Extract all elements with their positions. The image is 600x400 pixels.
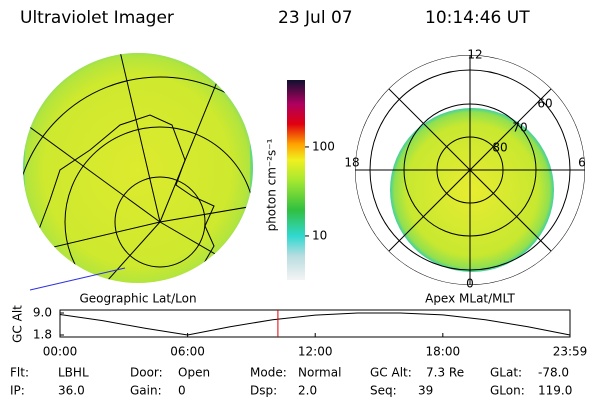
status-value: 36.0: [58, 384, 85, 398]
time: 10:14:46 UT: [425, 8, 530, 28]
status-label: Dsp:: [250, 384, 277, 398]
colorbar-tick-label: 100: [312, 139, 335, 153]
mag-label: Apex MLat/MLT: [425, 292, 515, 306]
mlt-label: 18: [344, 156, 359, 170]
status-value: 39: [418, 384, 433, 398]
mlt-label: 0: [466, 277, 474, 291]
colorbar-tick-label: 10: [312, 228, 327, 242]
geo-image: [23, 53, 253, 291]
status-value: Normal: [298, 366, 341, 380]
x-tick-label: 12:00: [298, 345, 333, 359]
lat-label: 60: [537, 97, 552, 111]
x-tick-label: 23:59: [553, 345, 588, 359]
x-tick-label: 00:00: [43, 345, 78, 359]
status-label: Door:: [130, 366, 163, 380]
lat-label: 80: [492, 141, 507, 155]
x-tick-label: 06:00: [170, 345, 205, 359]
status-value: LBHL: [58, 366, 89, 380]
title: Ultraviolet Imager: [20, 8, 174, 28]
y-axis-label: GC Alt: [11, 305, 25, 343]
x-tick-label: 18:00: [426, 345, 461, 359]
y-tick-label: 9.0: [33, 306, 52, 320]
status-value: 0: [178, 384, 186, 398]
status-label: GC Alt:: [370, 366, 412, 380]
status-value: 7.3 Re: [426, 366, 464, 380]
status-label: GLon:: [490, 384, 525, 398]
status-label: Seq:: [370, 384, 397, 398]
alt-line: [59, 312, 571, 336]
alt-plot-frame: [59, 309, 571, 338]
status-label: Gain:: [130, 384, 162, 398]
geo-label: Geographic Lat/Lon: [79, 292, 196, 306]
colorbar: [287, 80, 305, 280]
status-label: Flt:: [10, 366, 29, 380]
mlt-label: 6: [578, 156, 586, 170]
lat-label: 70: [512, 121, 527, 135]
mlt-label: 12: [467, 48, 482, 62]
status-value: 2.0: [298, 384, 317, 398]
y-tick-label: 1.8: [33, 328, 52, 342]
status-label: GLat:: [490, 366, 522, 380]
date: 23 Jul 07: [278, 8, 353, 28]
colorbar-label: photon cm⁻²s⁻¹: [265, 138, 279, 231]
status-value: Open: [178, 366, 210, 380]
status-label: IP:: [10, 384, 25, 398]
status-label: Mode:: [250, 366, 287, 380]
status-value: 119.0: [538, 384, 572, 398]
status-value: -78.0: [538, 366, 569, 380]
mag-image: [355, 55, 585, 285]
